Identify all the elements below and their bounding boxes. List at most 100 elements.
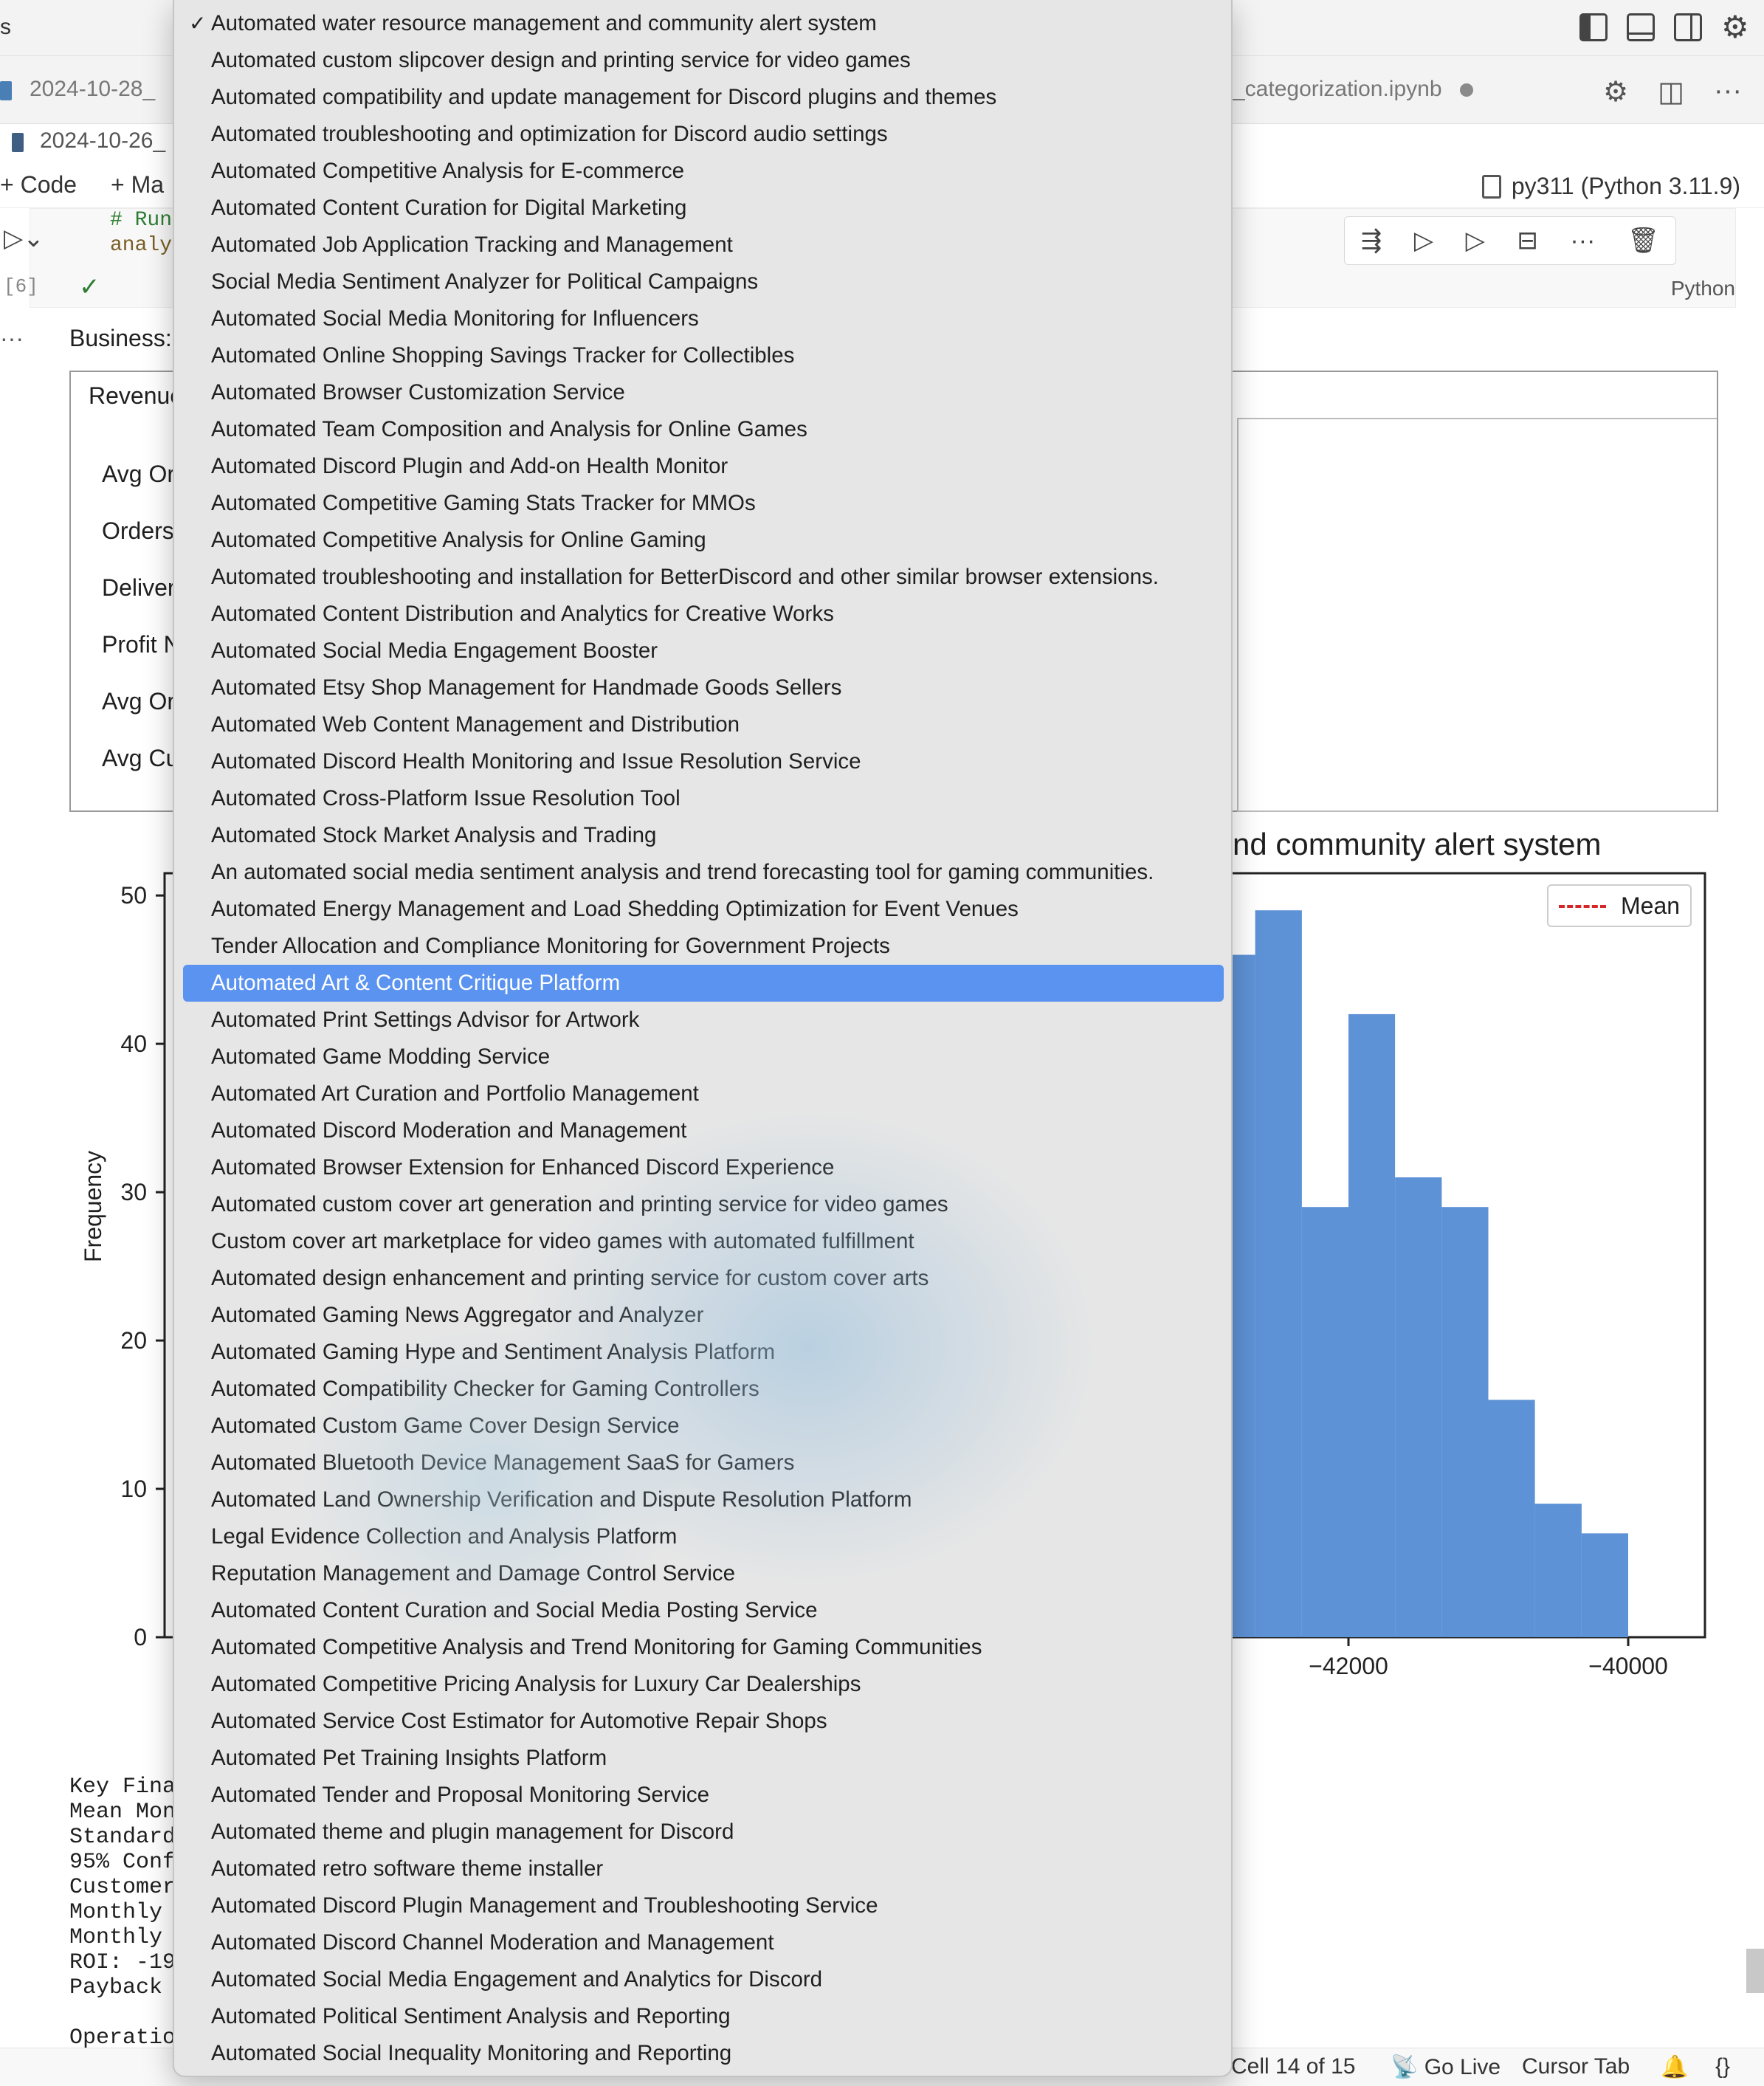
- add-code-label: Code: [20, 171, 77, 198]
- dropdown-option[interactable]: Social Media Sentiment Analyzer for Poli…: [174, 264, 1231, 300]
- dropdown-option[interactable]: An automated social media sentiment anal…: [174, 854, 1231, 891]
- dropdown-option[interactable]: Automated Web Content Management and Dis…: [174, 706, 1231, 743]
- dropdown-option[interactable]: Automated Cross-Platform Issue Resolutio…: [174, 780, 1231, 817]
- dropdown-option[interactable]: Reputation Management and Damage Control…: [174, 1555, 1231, 1592]
- cell-position-status[interactable]: Cell 14 of 15: [1231, 2054, 1356, 2079]
- dropdown-option[interactable]: Automated Political Sentiment Analysis a…: [174, 1998, 1231, 2035]
- x-tick-label: −42000: [1309, 1653, 1388, 1679]
- dropdown-option[interactable]: Automated retro software theme installer: [174, 1851, 1231, 1887]
- notifications-bell-icon[interactable]: 🔔: [1661, 2055, 1689, 2079]
- dropdown-option[interactable]: Automated Stock Market Analysis and Trad…: [174, 817, 1231, 854]
- dropdown-option[interactable]: Automated Discord Channel Moderation and…: [174, 1924, 1231, 1961]
- dropdown-option[interactable]: Automated Custom Game Cover Design Servi…: [174, 1408, 1231, 1445]
- cursor-tab-status[interactable]: Cursor Tab: [1522, 2054, 1630, 2079]
- dropdown-option-label: Automated Discord Moderation and Managem…: [211, 1118, 687, 1143]
- dropdown-option[interactable]: Automated Competitive Gaming Stats Track…: [174, 485, 1231, 522]
- dropdown-option[interactable]: Automated Discord Plugin Management and …: [174, 1887, 1231, 1924]
- delete-cell-icon[interactable]: 🗑: [1627, 227, 1660, 255]
- dropdown-option[interactable]: Automated compatibility and update manag…: [174, 79, 1231, 116]
- dropdown-option[interactable]: ✓ Automated water resource management and…: [174, 5, 1231, 42]
- dropdown-option[interactable]: Automated custom cover art generation an…: [174, 1186, 1231, 1223]
- dropdown-option[interactable]: Automated Browser Extension for Enhanced…: [174, 1149, 1231, 1186]
- dropdown-option[interactable]: Automated design enhancement and printin…: [174, 1260, 1231, 1297]
- dropdown-option[interactable]: Automated Land Ownership Verification an…: [174, 1481, 1231, 1518]
- histogram-bar: [1534, 1504, 1582, 1637]
- dropdown-option[interactable]: Automated Team Composition and Analysis …: [174, 411, 1231, 448]
- code-line[interactable]: analy: [110, 234, 173, 257]
- dropdown-option[interactable]: Automated Gaming Hype and Sentiment Anal…: [174, 1334, 1231, 1371]
- dropdown-option[interactable]: Automated Browser Customization Service: [174, 374, 1231, 411]
- cell-toolbar: ⇶ ▷ ▷ ⊟ ··· 🗑: [1344, 216, 1676, 265]
- tab-label: _categorization.ipynb: [1233, 77, 1442, 101]
- dropdown-option[interactable]: Automated Competitive Analysis for Onlin…: [174, 522, 1231, 559]
- gear-icon[interactable]: ⚙: [1603, 77, 1629, 108]
- unsaved-dot-icon[interactable]: [1459, 83, 1473, 97]
- dropdown-option[interactable]: Automated Competitive Analysis for E-com…: [174, 153, 1231, 190]
- dropdown-option[interactable]: Automated Content Curation and Social Me…: [174, 1592, 1231, 1629]
- editor-tab[interactable]: 2024-10-28_: [30, 77, 155, 102]
- dropdown-option[interactable]: Automated Discord Plugin and Add-on Heal…: [174, 448, 1231, 485]
- add-code-cell-button[interactable]: + Code: [0, 171, 77, 199]
- editor-tab-active[interactable]: _categorization.ipynb: [1233, 77, 1473, 102]
- dropdown-option[interactable]: Automated troubleshooting and installati…: [174, 559, 1231, 596]
- dropdown-option[interactable]: Automated Energy Management and Load She…: [174, 891, 1231, 928]
- dropdown-option[interactable]: Automated Bluetooth Device Management Sa…: [174, 1445, 1231, 1481]
- toggle-primary-sidebar-icon[interactable]: [1579, 13, 1608, 41]
- dropdown-option[interactable]: Automated Competitive Pricing Analysis f…: [174, 1666, 1231, 1703]
- dropdown-option[interactable]: Automated Discord Health Monitoring and …: [174, 743, 1231, 780]
- run-by-line-icon[interactable]: ⇶: [1360, 227, 1382, 255]
- braces-icon[interactable]: {}: [1715, 2054, 1731, 2079]
- run-below-icon[interactable]: ▷: [1465, 227, 1485, 255]
- output-more-icon[interactable]: ···: [0, 325, 24, 351]
- dropdown-option[interactable]: Automated Print Settings Advisor for Art…: [174, 1002, 1231, 1039]
- dropdown-option-label: Automated Land Ownership Verification an…: [211, 1487, 912, 1512]
- dropdown-option[interactable]: Automated Competitive Analysis and Trend…: [174, 1629, 1231, 1666]
- more-icon[interactable]: ···: [1570, 226, 1596, 255]
- dropdown-option-label: Tender Allocation and Compliance Monitor…: [211, 934, 890, 958]
- dropdown-option[interactable]: Automated Compatibility Checker for Gami…: [174, 1371, 1231, 1408]
- dropdown-option[interactable]: Automated Pet Training Insights Platform: [174, 1740, 1231, 1777]
- dropdown-option[interactable]: Automated theme and plugin management fo…: [174, 1814, 1231, 1851]
- dropdown-option[interactable]: Automated Art Curation and Portfolio Man…: [174, 1075, 1231, 1112]
- kernel-picker[interactable]: py311 (Python 3.11.9): [1481, 173, 1740, 200]
- dropdown-option[interactable]: Automated Social Inequality Monitoring a…: [174, 2035, 1231, 2072]
- dropdown-option[interactable]: Automated Discord Moderation and Managem…: [174, 1112, 1231, 1149]
- go-live-button[interactable]: 📡 Go Live: [1391, 2054, 1501, 2080]
- dropdown-option[interactable]: Custom cover art marketplace for video g…: [174, 1223, 1231, 1260]
- more-actions-icon[interactable]: ···: [1714, 75, 1742, 106]
- dropdown-option[interactable]: Tender Allocation and Compliance Monitor…: [174, 928, 1231, 965]
- toggle-panel-icon[interactable]: [1627, 13, 1655, 41]
- cell-language[interactable]: Python: [1670, 277, 1735, 300]
- run-cell-icon[interactable]: ▷⌄: [4, 224, 44, 252]
- dropdown-option[interactable]: Automated Service Cost Estimator for Aut…: [174, 1703, 1231, 1740]
- add-markdown-cell-button[interactable]: + Ma: [111, 171, 164, 199]
- dropdown-option[interactable]: Automated custom slipcover design and pr…: [174, 42, 1231, 79]
- scrollbar-thumb[interactable]: [1746, 1949, 1764, 1993]
- split-cell-icon[interactable]: ⊟: [1517, 227, 1538, 255]
- toggle-secondary-sidebar-icon[interactable]: [1674, 13, 1702, 41]
- dropdown-option-label: Automated Job Application Tracking and M…: [211, 233, 733, 257]
- dropdown-option[interactable]: Automated Tender and Proposal Monitoring…: [174, 1777, 1231, 1814]
- plus-icon: +: [0, 171, 21, 198]
- dropdown-option[interactable]: Automated Online Shopping Savings Tracke…: [174, 337, 1231, 374]
- dropdown-option[interactable]: Automated Social Media Engagement and An…: [174, 1961, 1231, 1998]
- dropdown-options-list: ✓ Automated water resource management and…: [174, 5, 1231, 2072]
- dropdown-option[interactable]: Automated Gaming News Aggregator and Ana…: [174, 1297, 1231, 1334]
- dropdown-option[interactable]: Automated Social Media Engagement Booste…: [174, 633, 1231, 669]
- split-editor-icon[interactable]: ◫: [1658, 77, 1685, 108]
- histogram-bar: [1348, 1013, 1396, 1637]
- dropdown-option[interactable]: Automated Art & Content Critique Platfor…: [183, 965, 1224, 1002]
- settings-gear-icon[interactable]: ⚙: [1721, 10, 1749, 44]
- dropdown-option[interactable]: Automated Content Distribution and Analy…: [174, 596, 1231, 633]
- run-above-icon[interactable]: ▷: [1413, 227, 1434, 255]
- dropdown-option[interactable]: Automated Content Curation for Digital M…: [174, 190, 1231, 227]
- dropdown-option[interactable]: Automated Etsy Shop Management for Handm…: [174, 669, 1231, 706]
- dropdown-option[interactable]: Automated Game Modding Service: [174, 1039, 1231, 1075]
- breadcrumb-item[interactable]: 2024-10-26_: [40, 128, 166, 153]
- dropdown-option-label: Automated Discord Plugin and Add-on Heal…: [211, 454, 728, 478]
- dropdown-option[interactable]: Legal Evidence Collection and Analysis P…: [174, 1518, 1231, 1555]
- dropdown-option[interactable]: Automated Job Application Tracking and M…: [174, 227, 1231, 264]
- dropdown-option[interactable]: Automated troubleshooting and optimizati…: [174, 116, 1231, 153]
- dropdown-option[interactable]: Automated Social Media Monitoring for In…: [174, 300, 1231, 337]
- code-line[interactable]: # Run: [110, 209, 173, 232]
